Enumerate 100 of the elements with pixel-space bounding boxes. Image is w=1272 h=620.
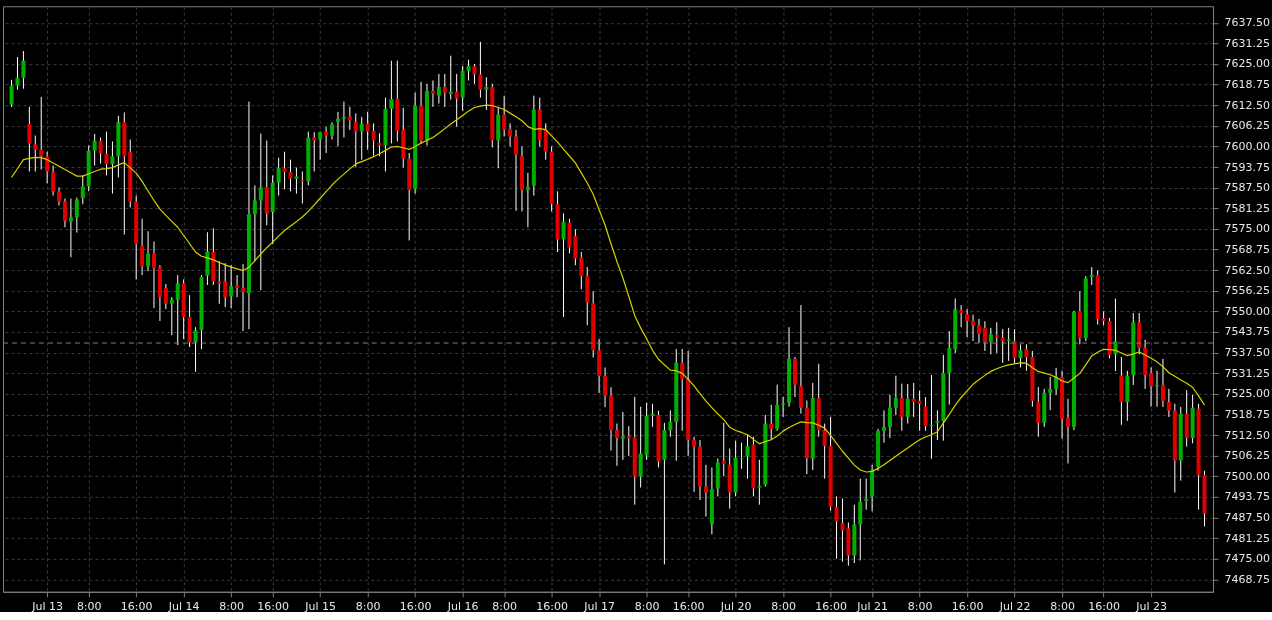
candlestick bbox=[745, 434, 750, 480]
candlestick bbox=[51, 165, 56, 197]
candlestick bbox=[614, 423, 619, 467]
candlestick bbox=[1000, 328, 1005, 364]
candlestick bbox=[525, 172, 530, 228]
candlestick bbox=[193, 326, 198, 373]
candlestick bbox=[365, 111, 370, 151]
candlestick bbox=[971, 314, 976, 342]
y-tick-label: 7556.25 bbox=[1224, 284, 1270, 298]
candlestick bbox=[21, 50, 26, 90]
candlestick bbox=[822, 423, 827, 480]
x-tick-label: 16:00 bbox=[815, 600, 847, 614]
x-tick-label: 16:00 bbox=[672, 600, 705, 614]
candlestick bbox=[27, 106, 32, 173]
y-tick-label: 7512.50 bbox=[1224, 428, 1270, 442]
candlestick bbox=[1024, 343, 1029, 372]
candlestick bbox=[834, 495, 839, 560]
candlestick bbox=[62, 198, 67, 228]
candlestick bbox=[57, 186, 62, 206]
candlestick bbox=[976, 318, 981, 344]
candlestick bbox=[472, 63, 477, 85]
candlestick bbox=[1160, 358, 1165, 408]
x-tick-label: Jul 14 bbox=[167, 600, 200, 614]
y-tick-label: 7475.00 bbox=[1224, 552, 1270, 566]
x-tick-label: Jul 22 bbox=[998, 600, 1031, 614]
candlestick bbox=[294, 167, 299, 195]
candlestick bbox=[436, 73, 441, 105]
candlestick bbox=[223, 262, 228, 308]
y-tick-label: 7481.25 bbox=[1224, 531, 1270, 545]
candlestick bbox=[899, 383, 904, 432]
x-tick-label: Jul 13 bbox=[31, 600, 64, 614]
candlestick bbox=[638, 406, 643, 489]
candlestick bbox=[169, 296, 174, 336]
candlestick bbox=[175, 274, 180, 346]
y-tick-label: 7618.75 bbox=[1224, 78, 1270, 92]
candlestick bbox=[840, 497, 845, 563]
x-tick-label: Jul 17 bbox=[583, 600, 615, 614]
candlestick bbox=[74, 197, 79, 234]
y-tick-label: 7593.75 bbox=[1224, 160, 1270, 174]
y-tick-label: 7575.00 bbox=[1224, 222, 1270, 236]
y-tick-label: 7518.75 bbox=[1224, 407, 1270, 421]
x-tick-label: Jul 23 bbox=[1135, 600, 1167, 614]
y-tick-label: 7625.00 bbox=[1224, 57, 1270, 71]
candlestick bbox=[312, 131, 317, 173]
candlestick bbox=[163, 283, 168, 310]
candlestick bbox=[45, 151, 50, 184]
candlestick bbox=[1054, 367, 1059, 396]
x-tick-label: 8:00 bbox=[1050, 600, 1075, 614]
x-tick-label: 8:00 bbox=[771, 600, 796, 614]
candlestick bbox=[887, 394, 892, 439]
y-tick-label: 7487.50 bbox=[1224, 511, 1270, 525]
candlestick bbox=[994, 321, 999, 354]
candlestick bbox=[982, 320, 987, 352]
candlestick bbox=[92, 133, 97, 167]
x-tick-label: 8:00 bbox=[76, 600, 102, 614]
candlestick bbox=[965, 308, 970, 338]
candlestick bbox=[1048, 376, 1053, 411]
candlestick bbox=[110, 140, 115, 195]
candlestick bbox=[650, 403, 655, 428]
candlestick bbox=[579, 251, 584, 290]
y-tick-label: 7506.25 bbox=[1224, 449, 1270, 463]
candlestick bbox=[389, 60, 394, 144]
candlestick bbox=[39, 96, 44, 171]
candlestick bbox=[68, 198, 73, 258]
y-tick-label: 7587.50 bbox=[1224, 181, 1270, 195]
candlestick bbox=[152, 240, 156, 309]
candlestick bbox=[893, 375, 898, 416]
candlestick bbox=[359, 116, 364, 161]
x-tick-label: Jul 21 bbox=[856, 600, 888, 614]
candlestick bbox=[371, 122, 376, 157]
candlestick bbox=[442, 73, 447, 108]
candlestick bbox=[1065, 398, 1070, 464]
candlestick bbox=[721, 422, 726, 477]
x-tick-label: 8:00 bbox=[492, 600, 517, 614]
candlestick bbox=[502, 95, 507, 138]
y-tick-label: 7581.25 bbox=[1224, 201, 1270, 215]
y-tick-label: 7612.50 bbox=[1224, 98, 1270, 112]
candlestick bbox=[798, 304, 803, 415]
candlestick bbox=[98, 137, 103, 165]
candlestick bbox=[620, 411, 625, 461]
y-tick-label: 7637.50 bbox=[1224, 16, 1270, 30]
y-tick-label: 7500.00 bbox=[1224, 469, 1270, 483]
candlestick bbox=[318, 131, 323, 161]
candlestick bbox=[33, 135, 38, 173]
x-tick-label: 16:00 bbox=[536, 600, 568, 614]
x-tick-label: 8:00 bbox=[219, 600, 244, 614]
x-tick-label: Jul 15 bbox=[304, 600, 337, 614]
candlestick bbox=[466, 59, 471, 81]
candlestick bbox=[276, 157, 281, 197]
candlestick bbox=[341, 101, 346, 139]
candlestick bbox=[935, 409, 940, 441]
candlestick bbox=[324, 126, 329, 154]
x-tick-label: 16:00 bbox=[1088, 600, 1120, 614]
y-tick-label: 7531.25 bbox=[1224, 366, 1270, 380]
candlestick bbox=[300, 171, 305, 204]
candlestick bbox=[430, 79, 435, 108]
candlestick bbox=[514, 129, 519, 212]
candlestick bbox=[543, 122, 548, 161]
candlestick bbox=[229, 264, 234, 309]
x-tick-label: 8:00 bbox=[355, 600, 381, 614]
